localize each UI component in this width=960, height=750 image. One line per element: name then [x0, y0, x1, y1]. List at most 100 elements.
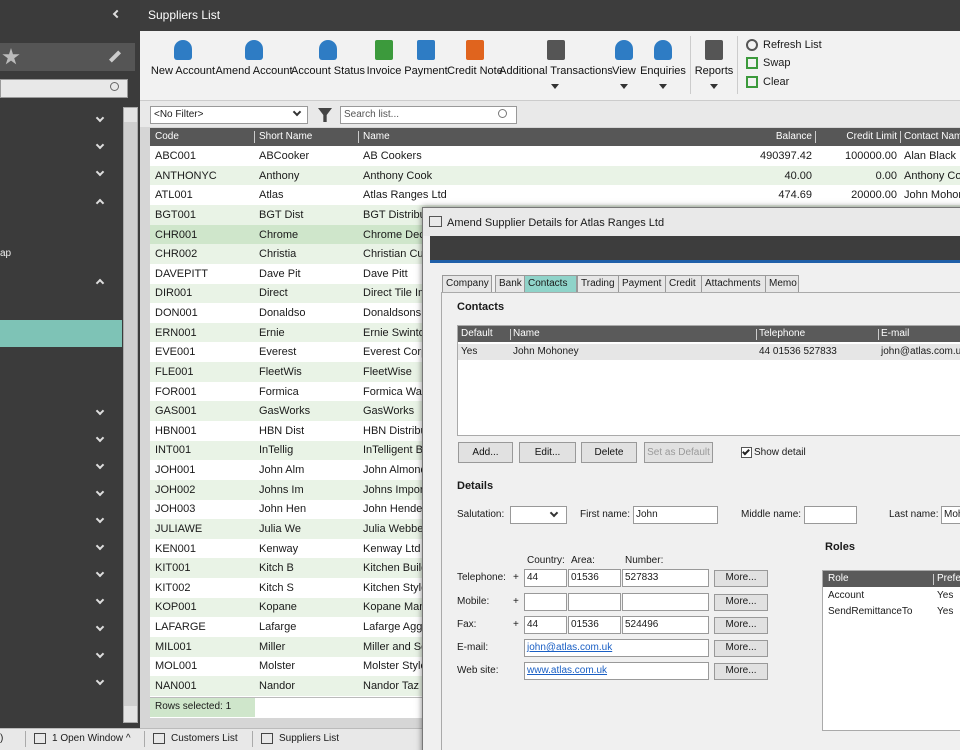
taskbar-icon[interactable]: [261, 733, 273, 744]
toolbar-label[interactable]: Credit Note: [447, 65, 503, 77]
button-label[interactable]: More...: [725, 596, 757, 607]
toolbar-button[interactable]: [245, 40, 263, 60]
input[interactable]: [524, 639, 709, 657]
toolbar-button[interactable]: [174, 40, 192, 60]
filter-value[interactable]: <No Filter>: [154, 109, 204, 120]
taskbar-item[interactable]: ): [0, 733, 4, 744]
table-row[interactable]: [150, 146, 960, 166]
input[interactable]: [568, 616, 621, 634]
tab-label[interactable]: Contacts: [528, 278, 568, 289]
contact-row[interactable]: [458, 344, 960, 360]
side-button-label[interactable]: Swap: [763, 57, 791, 69]
toolbar-label[interactable]: Amend Account: [215, 65, 293, 77]
input-value[interactable]: John: [636, 509, 658, 520]
taskbar-item[interactable]: Customers List: [171, 733, 238, 744]
input[interactable]: [568, 593, 621, 611]
button[interactable]: [714, 570, 768, 587]
toolbar-button[interactable]: [417, 40, 435, 60]
taskbar-icon[interactable]: [34, 733, 46, 744]
button[interactable]: [458, 442, 513, 463]
side-icon[interactable]: [746, 57, 758, 69]
toolbar-button[interactable]: [375, 40, 393, 60]
input[interactable]: [524, 616, 567, 634]
dropdown-arrow[interactable]: [710, 84, 718, 89]
toolbar-button[interactable]: [705, 40, 723, 60]
input-value[interactable]: 44: [527, 619, 539, 630]
button-label[interactable]: Add...: [472, 447, 499, 458]
toolbar-label[interactable]: New Account: [150, 65, 216, 77]
side-button-label[interactable]: Refresh List: [763, 39, 822, 51]
input-value[interactable]: www.atlas.com.uk: [527, 665, 608, 676]
input[interactable]: [633, 506, 718, 524]
input[interactable]: [622, 616, 709, 634]
button-label[interactable]: Set as Default: [647, 447, 710, 458]
filter-select[interactable]: [150, 106, 308, 124]
input[interactable]: [568, 569, 621, 587]
input[interactable]: [510, 506, 567, 524]
button[interactable]: [714, 594, 768, 611]
tab-label[interactable]: Payment: [622, 278, 662, 289]
checkbox-label[interactable]: Show detail: [754, 447, 806, 458]
taskbar-item[interactable]: Suppliers List: [279, 733, 340, 744]
input-value[interactable]: 524496: [625, 619, 659, 630]
toolbar-label[interactable]: Enquiries: [640, 65, 686, 77]
button-label[interactable]: Delete: [594, 447, 624, 458]
toolbar-button[interactable]: [654, 40, 672, 60]
search-placeholder[interactable]: Search list...: [344, 109, 400, 120]
dropdown-arrow[interactable]: [620, 84, 628, 89]
toolbar-button[interactable]: [547, 40, 565, 60]
side-icon[interactable]: [746, 76, 758, 88]
taskbar-item[interactable]: 1 Open Window ^: [52, 733, 131, 744]
toolbar-label[interactable]: View: [612, 65, 636, 77]
button[interactable]: [581, 442, 637, 463]
input-value[interactable]: 527833: [625, 572, 659, 583]
tab[interactable]: [524, 275, 577, 292]
input[interactable]: [622, 569, 709, 587]
toolbar-label[interactable]: Additional Transactions: [499, 65, 613, 77]
input-value[interactable]: 01536: [571, 572, 599, 583]
toolbar-label[interactable]: Reports: [694, 65, 734, 77]
toolbar-button[interactable]: [319, 40, 337, 60]
tab-label[interactable]: Credit: [669, 278, 696, 289]
button[interactable]: [714, 640, 768, 657]
tab-label[interactable]: Company: [446, 278, 489, 289]
dropdown-arrow[interactable]: [551, 84, 559, 89]
nav-item[interactable]: ap: [0, 248, 12, 259]
input[interactable]: [622, 593, 709, 611]
taskbar-icon[interactable]: [153, 733, 165, 744]
button[interactable]: [519, 442, 576, 463]
table-row[interactable]: [150, 185, 960, 206]
search-input[interactable]: [340, 106, 517, 124]
input-value[interactable]: 44: [527, 572, 539, 583]
tab[interactable]: [442, 275, 492, 292]
toolbar-button[interactable]: [466, 40, 484, 60]
input[interactable]: [524, 569, 567, 587]
tab-label[interactable]: Memo: [769, 278, 797, 289]
input-value[interactable]: john@atlas.com.uk: [527, 642, 613, 653]
button-label[interactable]: Edit...: [534, 447, 561, 458]
toolbar-label[interactable]: Account Status: [291, 65, 365, 77]
tab-label[interactable]: Bank: [499, 278, 522, 289]
toolbar-button[interactable]: [615, 40, 633, 60]
button-label[interactable]: More...: [725, 665, 757, 676]
toolbar-label[interactable]: Invoice: [366, 65, 402, 77]
button[interactable]: [714, 617, 768, 634]
button-label[interactable]: More...: [725, 619, 757, 630]
input[interactable]: [524, 662, 709, 680]
tab[interactable]: [765, 275, 799, 292]
tab-label[interactable]: Attachments: [705, 278, 761, 289]
input[interactable]: [941, 506, 960, 524]
input[interactable]: [804, 506, 857, 524]
input-value[interactable]: 01536: [571, 619, 599, 630]
input-value[interactable]: Moh: [944, 509, 960, 520]
input[interactable]: [524, 593, 567, 611]
checkbox[interactable]: [741, 447, 752, 458]
toolbar-label[interactable]: Payment: [404, 65, 448, 77]
button-label[interactable]: More...: [725, 572, 757, 583]
button[interactable]: [714, 663, 768, 680]
side-button-label[interactable]: Clear: [763, 76, 790, 88]
side-icon[interactable]: [746, 39, 758, 51]
tab-label[interactable]: Trading: [581, 278, 615, 289]
selected-nav[interactable]: [0, 320, 122, 347]
table-row[interactable]: [150, 165, 960, 186]
